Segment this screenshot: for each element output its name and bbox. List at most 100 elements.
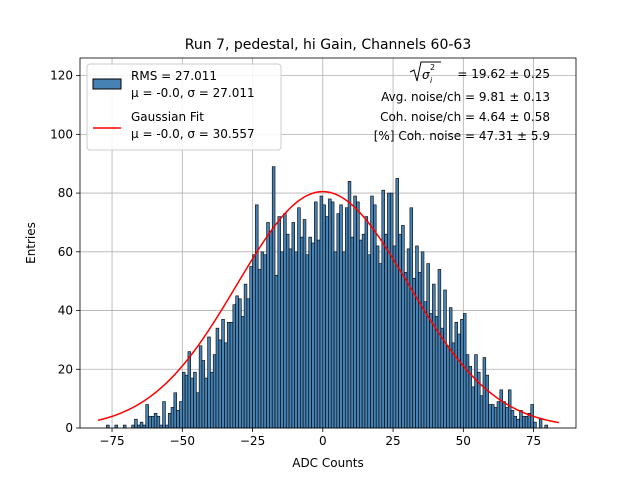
histogram-bar [339, 204, 343, 429]
histogram-bar [226, 321, 231, 429]
sigma-superscript: 2 [430, 63, 435, 72]
histogram-bar [454, 321, 458, 429]
histogram-bar [342, 251, 346, 429]
annotation-avg-noise: Avg. noise/ch = 9.81 ± 0.13 [381, 90, 550, 104]
histogram-bar [457, 333, 461, 429]
histogram-bar [524, 415, 529, 429]
histogram-bar [381, 189, 385, 429]
legend-box [86, 63, 282, 151]
histogram-bar [238, 298, 242, 429]
histogram-bar [308, 236, 312, 429]
histogram-bar [277, 216, 281, 429]
histogram-bar [426, 263, 430, 429]
histogram-bar [440, 327, 444, 429]
legend-swatch-histogram [92, 78, 122, 90]
histogram-bar [221, 319, 225, 429]
histogram-bar [249, 266, 253, 429]
histogram-bar [465, 354, 470, 429]
histogram-bar [204, 377, 208, 429]
histogram-bar [325, 216, 329, 429]
histogram-bar [516, 418, 520, 429]
histogram-bar [243, 283, 248, 429]
annotation-coh-noise-percent: [%] Coh. noise = 47.31 ± 5.9 [374, 129, 550, 143]
histogram-bar [359, 239, 363, 429]
histogram-bar [378, 263, 383, 429]
histogram-bar [479, 395, 484, 429]
annotation-sqrt-value: = 19.62 ± 0.25 [457, 67, 550, 81]
histogram-bar [271, 166, 276, 429]
histogram-bar [505, 407, 509, 429]
histogram-bar [134, 418, 138, 429]
histogram-bar [443, 289, 447, 429]
histogram-bar [269, 230, 273, 429]
histogram-bar [316, 239, 321, 429]
histogram-bar [387, 192, 391, 429]
histogram-bar [165, 424, 169, 429]
histogram-bar [409, 207, 414, 429]
histogram-bar [235, 295, 239, 429]
histogram-bar [173, 392, 177, 429]
y-tick-label-6: 120 [50, 69, 73, 83]
histogram-bar [210, 371, 214, 429]
histogram-bar [114, 424, 118, 429]
histogram-bar [170, 407, 175, 429]
histogram-bar [198, 345, 203, 429]
x-axis-label: ADC Counts [292, 456, 364, 470]
histogram-bar [151, 415, 155, 429]
histogram-bar [322, 204, 326, 429]
histogram-bar [215, 327, 220, 429]
histogram-bar [305, 254, 310, 429]
histogram-bar [184, 374, 189, 429]
histogram-bar [283, 213, 287, 429]
histogram-bar [485, 374, 489, 429]
histogram-bar [370, 195, 374, 429]
histogram-bar [229, 321, 234, 429]
histogram-bar [522, 415, 526, 429]
histogram-bar [434, 316, 439, 429]
histogram-bar [181, 371, 186, 429]
y-tick-label-3: 60 [58, 245, 73, 259]
histogram-bar [510, 410, 515, 429]
histogram-bar [502, 401, 506, 429]
histogram-bar [294, 251, 298, 429]
y-tick-label-5: 100 [50, 127, 73, 141]
histogram-bar [474, 354, 478, 429]
histogram-bar [330, 201, 335, 429]
histogram-bar [401, 225, 405, 429]
histogram-bar [499, 389, 503, 429]
histogram-bar [491, 404, 495, 429]
histogram-bar [398, 233, 402, 429]
sqrt-radical-icon [409, 61, 441, 82]
histogram-bar [538, 418, 543, 429]
annotation-coh-noise: Coh. noise/ch = 4.64 ± 0.58 [380, 110, 550, 124]
histogram-bar [420, 251, 425, 429]
histogram-bar [137, 424, 141, 429]
histogram-bar [392, 245, 397, 429]
histogram-bar [423, 301, 428, 429]
histogram-bar [302, 219, 307, 429]
legend: RMS = 27.011 μ = -0.0, σ = 27.011 Gaussi… [86, 63, 282, 151]
histogram-bar [448, 307, 453, 429]
histogram-bar [544, 424, 548, 429]
histogram-bar [300, 236, 304, 429]
x-axis-ticks: −75 −50 −25 0 25 50 75 [99, 428, 541, 448]
x-tick-label-5: 50 [456, 434, 471, 448]
histogram-bar [437, 269, 442, 429]
histogram-bar [361, 233, 366, 429]
histogram-bar [291, 222, 295, 429]
histogram-bar [344, 207, 349, 429]
histogram-bar [496, 401, 501, 429]
x-tick-label-1: −50 [170, 434, 195, 448]
y-tick-label-1: 20 [58, 362, 73, 376]
histogram-bar [364, 216, 369, 429]
histogram-bar [162, 401, 166, 429]
histogram-bar [179, 401, 183, 429]
y-tick-label-4: 80 [58, 186, 73, 200]
histogram-bar [432, 283, 436, 429]
histogram-bar [460, 319, 464, 429]
histogram-bar [336, 213, 340, 429]
histogram-bar [241, 316, 245, 429]
histogram-bar [311, 242, 315, 429]
histogram-bar [106, 424, 110, 429]
